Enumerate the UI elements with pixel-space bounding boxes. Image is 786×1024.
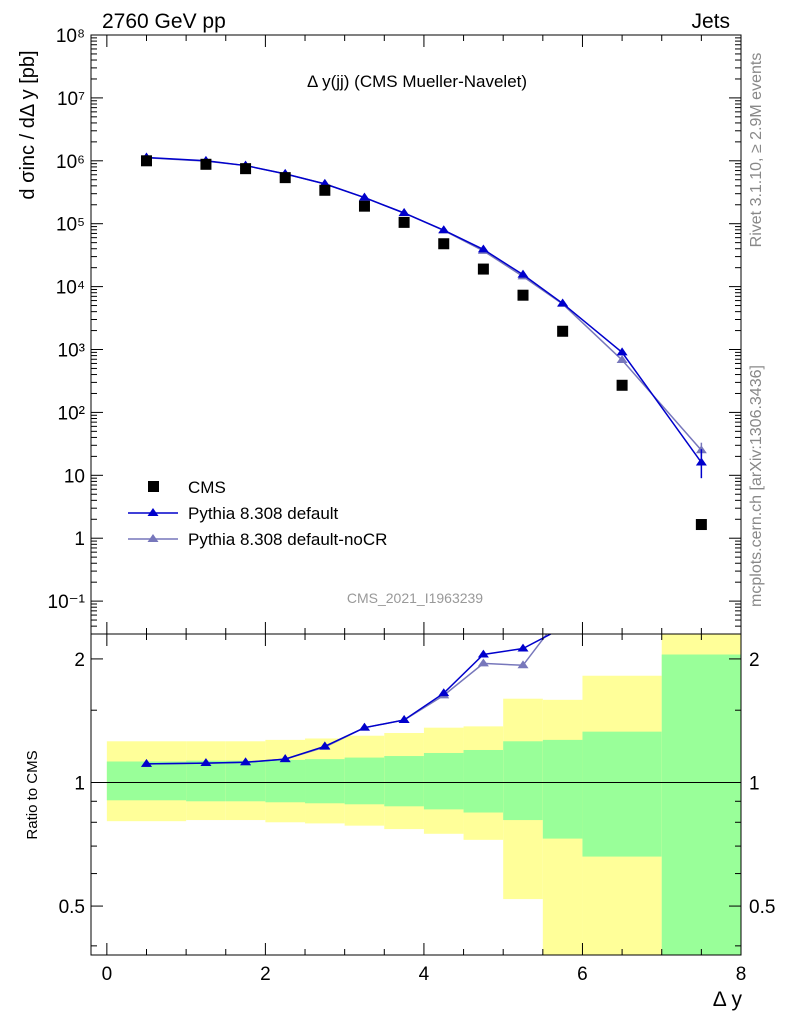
y-tick-label: 10⁶ — [56, 152, 85, 173]
series-line — [146, 156, 702, 463]
data-point-triangle — [695, 457, 707, 466]
series-line — [146, 156, 702, 451]
ratio-data-point-triangle — [240, 757, 252, 766]
main-panel: 10⁻¹ 1 10 10² 10³ 10⁴ 10⁵ 10⁶ 10⁷ 10⁸ Δ y(jj) (CM… — [17, 26, 742, 635]
data-point-square — [358, 200, 370, 212]
x-tick-label: 4 — [419, 964, 430, 985]
data-point-triangle — [477, 244, 489, 253]
ratio-data-point-triangle — [438, 688, 450, 697]
main-marks — [140, 152, 707, 531]
x-tick-label: 0 — [102, 964, 113, 985]
ratio-data-point-triangle — [200, 758, 212, 767]
uncertainty-band-inner — [305, 759, 345, 804]
legend-marker-triangle — [147, 534, 159, 542]
data-point-triangle — [398, 208, 410, 216]
ratio-data-point-triangle — [398, 715, 410, 723]
header-right: Jets — [691, 10, 730, 33]
uncertainty-band-inner — [503, 741, 543, 821]
uncertainty-band-inner — [344, 757, 385, 805]
uncertainty-band-inner — [463, 749, 504, 813]
legend: CMS Pythia 8.308 default Pythia 8.308 defa… — [128, 478, 387, 549]
mcplots-text: mcplots.cern.ch [arXiv:1306.3436] — [748, 365, 765, 607]
data-point-square — [477, 263, 489, 275]
y-tick-label: 10⁸ — [56, 26, 85, 47]
legend-entry-label: Pythia 8.308 default-noCR — [188, 530, 387, 549]
y-tick-label: 10⁴ — [56, 278, 85, 299]
uncertainty-band-inner — [384, 756, 424, 807]
y-tick-label: 10³ — [58, 341, 85, 362]
data-point-triangle — [557, 298, 569, 307]
data-point-square — [240, 163, 252, 175]
ratio-marks — [140, 633, 552, 767]
data-point-square — [517, 289, 529, 301]
y-tick-label: 1 — [74, 529, 85, 550]
data-point-square — [616, 379, 628, 391]
ratio-data-point-triangle — [279, 754, 291, 763]
ratio-data-point-triangle — [517, 660, 529, 669]
y-tick-label: 10 — [64, 466, 85, 487]
data-point-square — [279, 172, 291, 184]
uncertainty-band-inner — [423, 752, 464, 810]
ratio-y-tick-label-left: 2 — [74, 650, 85, 671]
ratio-y-tick-label-right: 0.5 — [749, 897, 775, 918]
ratio-y-tick-label-right: 1 — [749, 773, 760, 794]
ratio-data-point-triangle — [477, 658, 489, 667]
uncertainty-band-inner — [265, 759, 306, 803]
data-point-square — [200, 158, 212, 170]
uncertainty-band-inner — [542, 739, 583, 839]
main-ylabel: d σinc / dΔ y [pb] — [17, 50, 39, 199]
data-point-square — [438, 238, 450, 250]
x-tick-label: 2 — [260, 964, 271, 985]
watermark: CMS_2021_I1963239 — [347, 590, 483, 606]
x-axis-label: Δ y — [713, 988, 743, 1011]
data-point-triangle — [616, 347, 628, 356]
ratio-data-point-triangle — [477, 649, 489, 658]
ratio-y-tick-label-left: 1 — [74, 773, 85, 794]
data-point-triangle — [517, 269, 529, 278]
data-point-triangle — [358, 192, 370, 201]
legend-entry-label: CMS — [188, 478, 226, 497]
legend-marker-triangle — [147, 508, 159, 516]
ratio-data-point-triangle — [358, 722, 370, 731]
data-point-square — [695, 519, 707, 531]
ratio-y-tick-label-right: 2 — [749, 650, 760, 671]
ratio-panel: 0.5 0.5 1 1 2 2 0 2 4 6 8 Ratio to CMS Δ y — [24, 633, 775, 1011]
legend-entry-label: Pythia 8.308 default — [188, 504, 339, 523]
ratio-ylabel: Ratio to CMS — [24, 750, 41, 839]
data-point-square — [557, 325, 569, 337]
y-tick-label: 10² — [58, 403, 85, 424]
data-point-square — [140, 155, 152, 167]
data-point-triangle — [438, 225, 450, 234]
y-tick-label: 10⁵ — [56, 215, 85, 236]
uncertainty-band-inner — [582, 731, 662, 857]
y-tick-label: 10⁷ — [57, 89, 85, 110]
main-ticks: 10⁻¹ 1 10 10² 10³ 10⁴ 10⁵ 10⁶ 10⁷ 10⁸ — [48, 26, 742, 635]
uncertainty-band-inner — [225, 760, 266, 802]
uncertainty-band-inner — [186, 760, 226, 802]
ratio-panel-frame — [90, 633, 742, 956]
ratio-ticks: 0.5 0.5 1 1 2 2 0 2 4 6 8 — [59, 634, 775, 985]
y-tick-label: 10⁻¹ — [48, 592, 86, 613]
ratio-data-point-triangle — [517, 643, 529, 652]
ratio-data-point-triangle — [319, 741, 331, 750]
legend-marker-square — [148, 481, 159, 492]
ratio-y-tick-label-left: 0.5 — [59, 897, 85, 918]
ratio-bands — [106, 634, 741, 955]
ratio-data-point-triangle — [140, 758, 152, 767]
rivet-version-text: Rivet 3.1.10, ≥ 2.9M events — [748, 53, 765, 248]
data-point-triangle — [616, 355, 628, 364]
uncertainty-band-inner — [661, 654, 741, 955]
x-tick-label: 6 — [577, 964, 588, 985]
main-title: Δ y(jj) (CMS Mueller-Navelet) — [307, 72, 527, 91]
data-point-square — [319, 184, 331, 196]
x-tick-label: 8 — [736, 964, 747, 985]
data-point-square — [398, 216, 410, 228]
uncertainty-band-inner — [106, 761, 187, 801]
header-left: 2760 GeV pp — [102, 10, 226, 33]
